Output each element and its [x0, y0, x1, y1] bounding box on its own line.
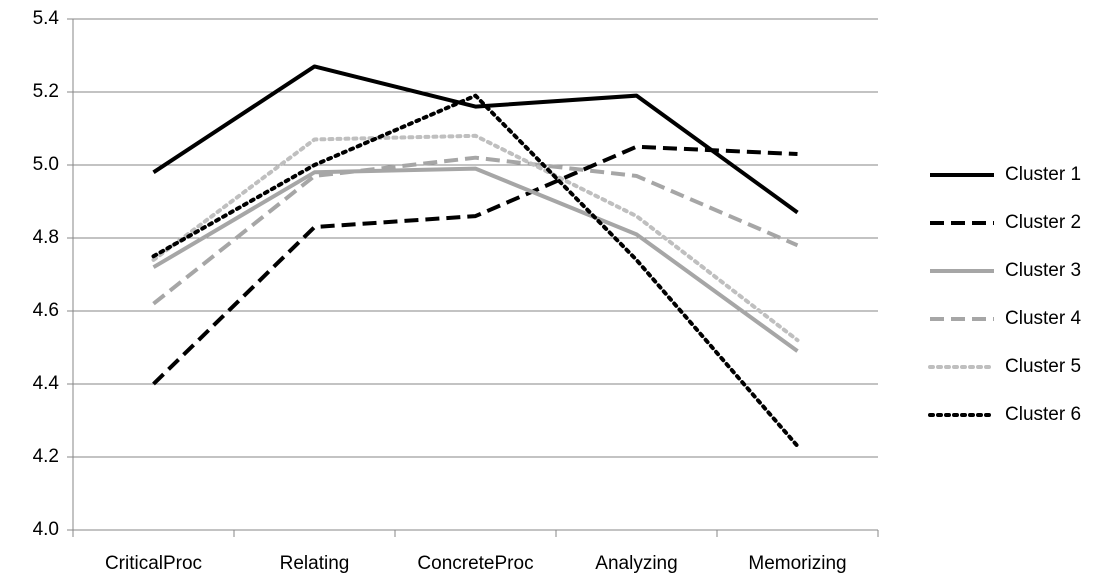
x-tick-label: Analyzing	[595, 553, 677, 574]
x-tick-label: Memorizing	[748, 553, 846, 574]
legend-label: Cluster 6	[1005, 404, 1081, 425]
legend-label: Cluster 5	[1005, 356, 1081, 377]
legend-label: Cluster 2	[1005, 212, 1081, 233]
series-line	[151, 133, 800, 343]
y-tick-label: 5.4	[33, 8, 60, 29]
y-tick-label: 4.0	[33, 519, 59, 540]
series-line	[152, 144, 798, 386]
y-tick-label: 4.4	[33, 373, 60, 394]
series-line	[152, 166, 799, 353]
series-line	[152, 155, 799, 306]
series-line	[151, 93, 800, 449]
series-line	[152, 64, 799, 215]
legend-label: Cluster 3	[1005, 260, 1081, 281]
y-tick-label: 5.2	[33, 81, 59, 102]
y-tick-label: 5.0	[33, 154, 59, 175]
y-tick-label: 4.8	[33, 227, 59, 248]
x-tick-label: Relating	[280, 553, 350, 574]
x-tick-label: ConcreteProc	[417, 553, 533, 574]
legend-label: Cluster 1	[1005, 164, 1081, 185]
x-tick-label: CriticalProc	[105, 553, 202, 574]
legend-label: Cluster 4	[1005, 308, 1081, 329]
y-tick-label: 4.6	[33, 300, 59, 321]
y-tick-label: 4.2	[33, 446, 59, 467]
